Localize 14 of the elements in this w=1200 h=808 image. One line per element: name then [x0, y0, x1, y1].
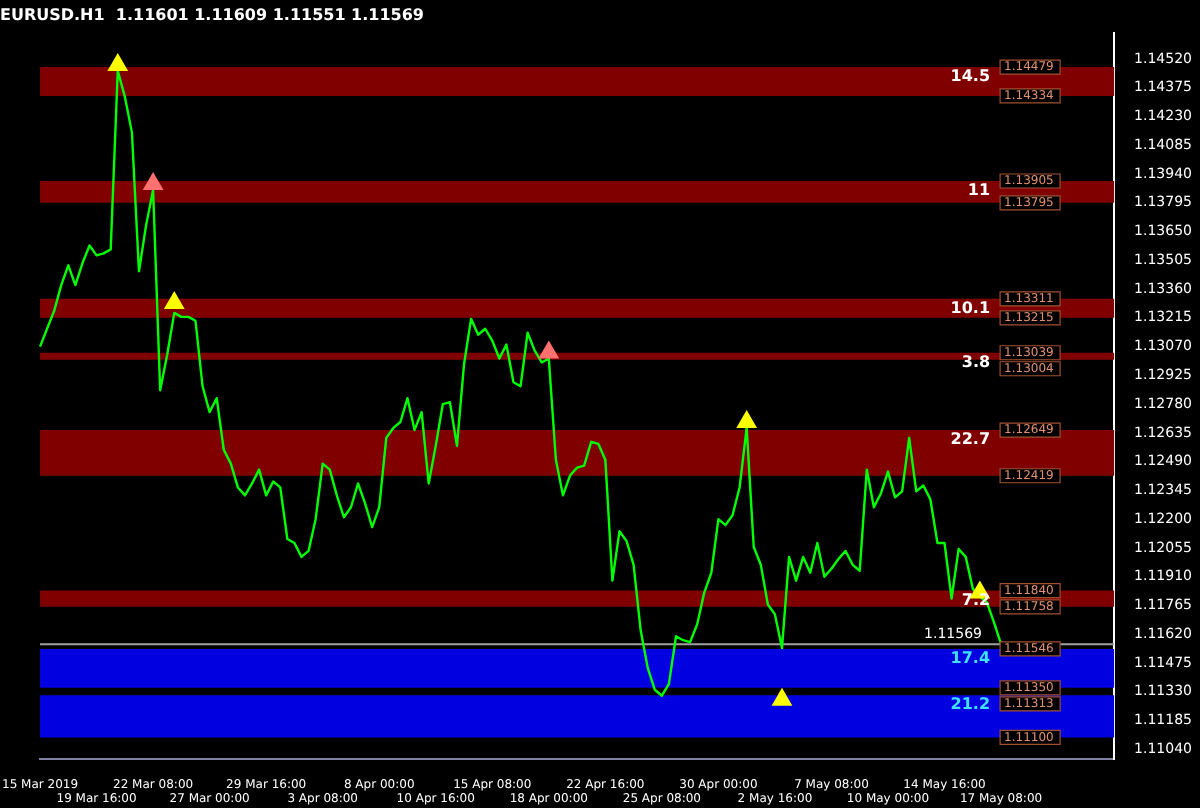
- band-label: 14.5: [950, 67, 991, 86]
- band-label: 17.4: [950, 649, 991, 668]
- point: [772, 688, 792, 706]
- chart-title: EURUSD.H1 1.11601 1.11609 1.11551 1.11569: [0, 5, 425, 24]
- band-label: 22.7: [950, 430, 991, 449]
- point: [108, 53, 128, 71]
- band-label: 11: [967, 181, 991, 200]
- point: [539, 341, 559, 359]
- point: [143, 172, 163, 190]
- band-label: 21.2: [950, 695, 991, 714]
- band-label: 3.8: [961, 352, 991, 371]
- point: [164, 291, 184, 309]
- point: [737, 410, 757, 428]
- band-label: 10.1: [950, 298, 991, 317]
